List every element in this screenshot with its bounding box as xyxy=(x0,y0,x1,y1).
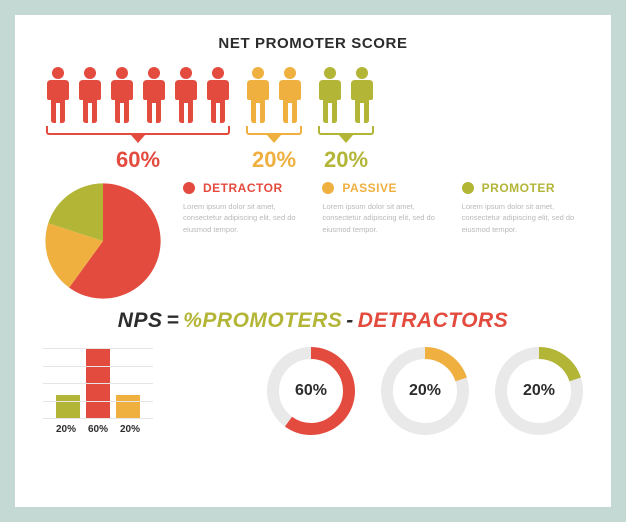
people-icons xyxy=(243,66,305,124)
bracket xyxy=(43,124,233,143)
donut-promoter: 20% xyxy=(495,347,583,435)
legend: DETRACTOR Lorem ipsum dolor sit amet, co… xyxy=(183,181,583,235)
person-icon xyxy=(275,66,305,124)
bar-grid xyxy=(43,348,153,418)
bar-label: 60% xyxy=(88,424,108,435)
gridline xyxy=(43,418,153,419)
swatch-icon xyxy=(322,182,334,194)
formula-part: DETRACTORS xyxy=(356,309,510,332)
person-icon xyxy=(75,66,105,124)
people-group-promoter: 20% xyxy=(315,66,377,173)
page-title: NET PROMOTER SCORE xyxy=(43,35,583,52)
nps-infographic-card: NET PROMOTER SCORE 60% xyxy=(15,15,611,507)
legend-passive: PASSIVE Lorem ipsum dolor sit amet, cons… xyxy=(322,181,443,235)
bar-chart: 20% 60% 20% xyxy=(43,348,153,435)
people-row: 60% 20% 20% xyxy=(43,66,583,173)
person-icon xyxy=(243,66,273,124)
bar-labels: 20% 60% 20% xyxy=(56,424,140,435)
formula-part: = xyxy=(164,309,181,332)
legend-title: PROMOTER xyxy=(482,181,555,195)
swatch-icon xyxy=(183,182,195,194)
donut-row: 60% 20% 20% xyxy=(183,347,583,435)
bottom-row: 20% 60% 20% 60% 20% xyxy=(43,347,583,435)
formula-part: NPS xyxy=(116,309,165,332)
group-pct: 20% xyxy=(324,147,368,173)
person-icon xyxy=(139,66,169,124)
swatch-icon xyxy=(462,182,474,194)
legend-title: DETRACTOR xyxy=(203,181,283,195)
person-icon xyxy=(347,66,377,124)
donut-label: 60% xyxy=(267,347,355,435)
bar-label: 20% xyxy=(56,424,76,435)
person-icon xyxy=(171,66,201,124)
group-pct: 20% xyxy=(252,147,296,173)
gridline xyxy=(43,383,153,384)
legend-body: Lorem ipsum dolor sit amet, consectetur … xyxy=(322,201,443,235)
people-icons xyxy=(43,66,233,124)
group-pct: 60% xyxy=(116,147,160,173)
bar-promoter xyxy=(56,395,80,418)
pie-chart xyxy=(43,181,163,301)
formula-part: - xyxy=(344,309,356,332)
donut-label: 20% xyxy=(381,347,469,435)
legend-body: Lorem ipsum dolor sit amet, consectetur … xyxy=(462,201,583,235)
formula-part: %PROMOTERS xyxy=(181,309,344,332)
person-icon xyxy=(203,66,233,124)
legend-body: Lorem ipsum dolor sit amet, consectetur … xyxy=(183,201,304,235)
people-icons xyxy=(315,66,377,124)
people-group-detractor: 60% xyxy=(43,66,233,173)
nps-formula: NPS=%PROMOTERS-DETRACTORS xyxy=(43,309,583,333)
gridline xyxy=(43,401,153,402)
bar-label: 20% xyxy=(120,424,140,435)
people-group-passive: 20% xyxy=(243,66,305,173)
legend-promoter: PROMOTER Lorem ipsum dolor sit amet, con… xyxy=(462,181,583,235)
bar-passive xyxy=(116,395,140,418)
donut-passive: 20% xyxy=(381,347,469,435)
gridline xyxy=(43,366,153,367)
bracket xyxy=(315,124,377,143)
person-icon xyxy=(315,66,345,124)
gridline xyxy=(43,348,153,349)
person-icon xyxy=(43,66,73,124)
donut-detractor: 60% xyxy=(267,347,355,435)
mid-row: DETRACTOR Lorem ipsum dolor sit amet, co… xyxy=(43,181,583,301)
legend-title: PASSIVE xyxy=(342,181,397,195)
person-icon xyxy=(107,66,137,124)
bracket xyxy=(243,124,305,143)
legend-detractor: DETRACTOR Lorem ipsum dolor sit amet, co… xyxy=(183,181,304,235)
donut-label: 20% xyxy=(495,347,583,435)
